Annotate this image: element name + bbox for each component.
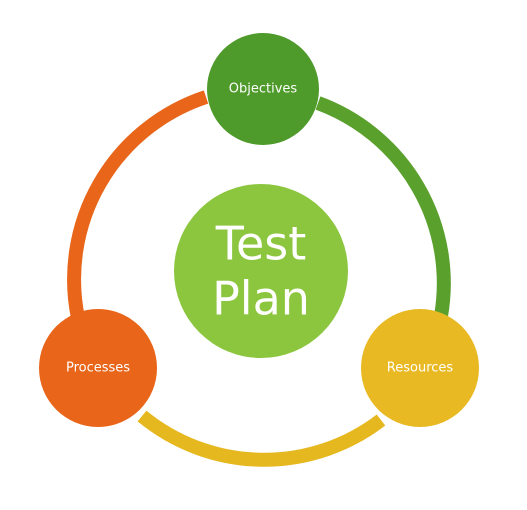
node-processes-label: Processes <box>66 361 130 376</box>
center-title-line2: Plan <box>212 272 310 326</box>
arc-resources-to-processes <box>137 410 386 467</box>
node-objectives: Objectives <box>207 33 319 145</box>
center-node: Test Plan <box>174 184 348 358</box>
node-resources-circle <box>361 309 479 427</box>
node-objectives-circle <box>207 33 319 145</box>
arc-objectives-to-resources <box>315 96 451 318</box>
node-processes-circle <box>39 309 157 427</box>
node-objectives-label: Objectives <box>229 82 298 97</box>
node-resources: Resources <box>361 309 479 427</box>
node-resources-label: Resources <box>387 361 454 376</box>
center-circle <box>174 184 348 358</box>
arc-processes-to-objectives <box>67 90 209 320</box>
node-processes: Processes <box>39 309 157 427</box>
center-title-line1: Test <box>215 217 307 271</box>
